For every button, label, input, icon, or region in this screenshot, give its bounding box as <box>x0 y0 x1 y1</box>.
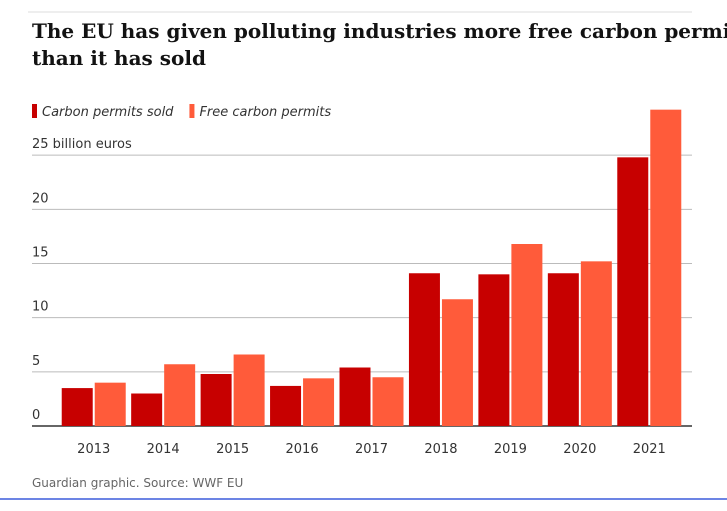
x-tick-label: 2013 <box>77 442 110 457</box>
legend-label: Free carbon permits <box>199 105 331 120</box>
y-tick-label: 10 <box>32 300 49 315</box>
bar <box>478 274 510 426</box>
bar <box>303 378 335 426</box>
x-tick-label: 2021 <box>633 442 666 457</box>
bar <box>617 157 649 427</box>
x-tick-label: 2014 <box>147 442 180 457</box>
bar <box>580 261 612 426</box>
bar <box>94 382 126 426</box>
bar <box>547 273 579 426</box>
x-tick-label: 2017 <box>355 442 388 457</box>
bar <box>408 273 440 426</box>
y-tick-label: 15 <box>32 246 49 261</box>
x-tick-label: 2016 <box>286 442 319 457</box>
bar <box>164 364 196 426</box>
x-tick-label: 2019 <box>494 442 527 457</box>
legend-swatch <box>32 104 37 118</box>
bar <box>339 367 371 426</box>
bar <box>233 354 265 426</box>
y-tick-label: 5 <box>32 354 40 369</box>
legend-label: Carbon permits sold <box>42 105 174 120</box>
chart-title: The EU has given polluting industries mo… <box>32 19 727 70</box>
bar <box>372 377 404 426</box>
bar <box>441 299 473 426</box>
source: Guardian graphic. Source: WWF EU <box>32 476 243 490</box>
bar <box>61 388 93 426</box>
legend-swatch <box>189 104 195 118</box>
x-tick-label: 2018 <box>424 442 457 457</box>
y-tick-label: 20 <box>32 191 49 206</box>
x-tick-label: 2020 <box>563 442 596 457</box>
bar <box>200 374 232 426</box>
bar <box>131 393 163 426</box>
y-tick-label: 0 <box>32 408 40 423</box>
y-tick-label: 25 billion euros <box>32 137 132 152</box>
bar <box>650 109 682 427</box>
bar <box>270 385 302 426</box>
bar <box>511 244 543 426</box>
x-tick-label: 2015 <box>216 442 249 457</box>
